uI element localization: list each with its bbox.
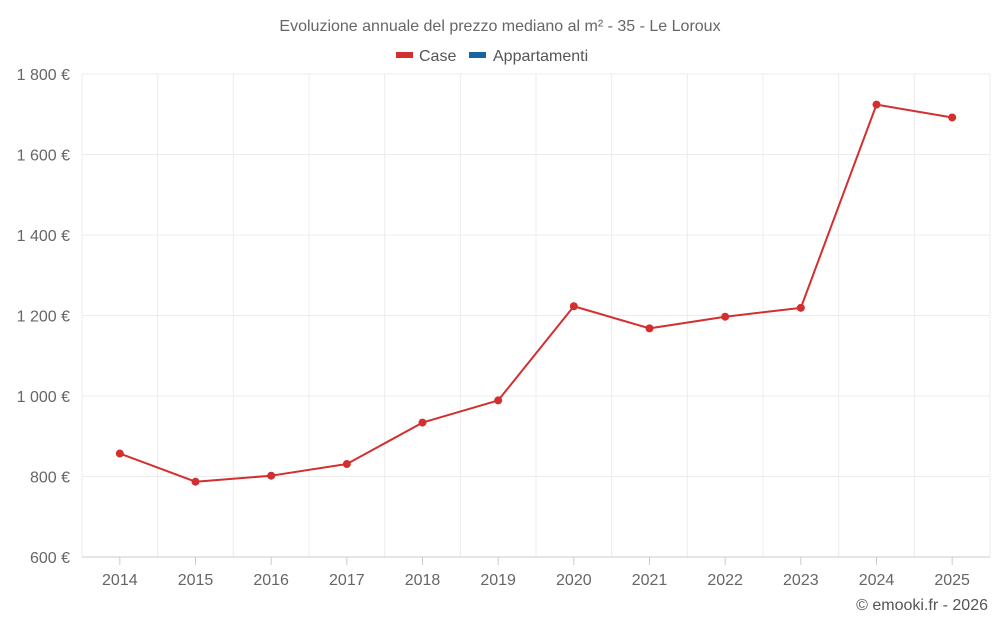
x-tick-label: 2025	[934, 572, 970, 589]
data-point-2020[interactable]	[569, 302, 578, 311]
y-tick-label: 1 200 €	[17, 309, 70, 326]
x-axis-ticks	[119, 557, 953, 565]
y-tick-label: 800 €	[30, 470, 70, 487]
data-point-2014[interactable]	[115, 449, 124, 458]
data-point-2019[interactable]	[494, 396, 503, 405]
legend-item-case[interactable]: Case	[396, 48, 456, 65]
data-point-2016[interactable]	[267, 471, 276, 480]
x-tick-label: 2020	[556, 572, 592, 589]
y-tick-label: 1 800 €	[17, 67, 70, 84]
x-tick-label: 2022	[707, 572, 743, 589]
legend-swatch	[469, 52, 486, 58]
y-tick-label: 1 400 €	[17, 228, 70, 245]
data-point-2017[interactable]	[342, 460, 351, 469]
credit-text: © emooki.fr - 2026	[856, 597, 988, 614]
data-point-2021[interactable]	[645, 324, 654, 333]
x-tick-label: 2014	[102, 572, 138, 589]
x-tick-label: 2017	[329, 572, 365, 589]
legend-label: Appartamenti	[493, 48, 588, 65]
data-point-2023[interactable]	[796, 303, 805, 312]
legend: Case Appartamenti	[396, 48, 588, 65]
x-tick-label: 2019	[480, 572, 516, 589]
x-tick-label: 2021	[632, 572, 668, 589]
x-gridlines	[81, 74, 991, 557]
data-point-2025[interactable]	[948, 113, 957, 122]
data-point-2024[interactable]	[872, 100, 881, 109]
x-tick-label: 2023	[783, 572, 819, 589]
x-tick-label: 2015	[178, 572, 214, 589]
x-tick-label: 2024	[859, 572, 895, 589]
y-tick-label: 1 600 €	[17, 148, 70, 165]
data-point-2018[interactable]	[418, 418, 427, 427]
y-tick-label: 600 €	[30, 550, 70, 567]
chart-title: Evoluzione annuale del prezzo mediano al…	[279, 18, 720, 35]
data-point-2015[interactable]	[191, 477, 200, 486]
data-point-2022[interactable]	[721, 312, 730, 321]
x-tick-label: 2018	[405, 572, 441, 589]
legend-item-appartamenti[interactable]: Appartamenti	[469, 48, 588, 65]
x-tick-label: 2016	[253, 572, 289, 589]
series-line-case	[119, 103, 953, 483]
y-axis-tick-labels: 600 € 800 € 1 000 € 1 200 € 1 400 € 1 600 € 1 …	[17, 67, 70, 567]
x-axis-tick-labels: 2014 2015 2016 2017 2018 2019 2020 2021 2022 2023…	[102, 572, 970, 589]
series-group	[115, 100, 957, 486]
legend-swatch	[396, 52, 413, 58]
legend-label: Case	[419, 48, 456, 65]
y-tick-label: 1 000 €	[17, 389, 70, 406]
